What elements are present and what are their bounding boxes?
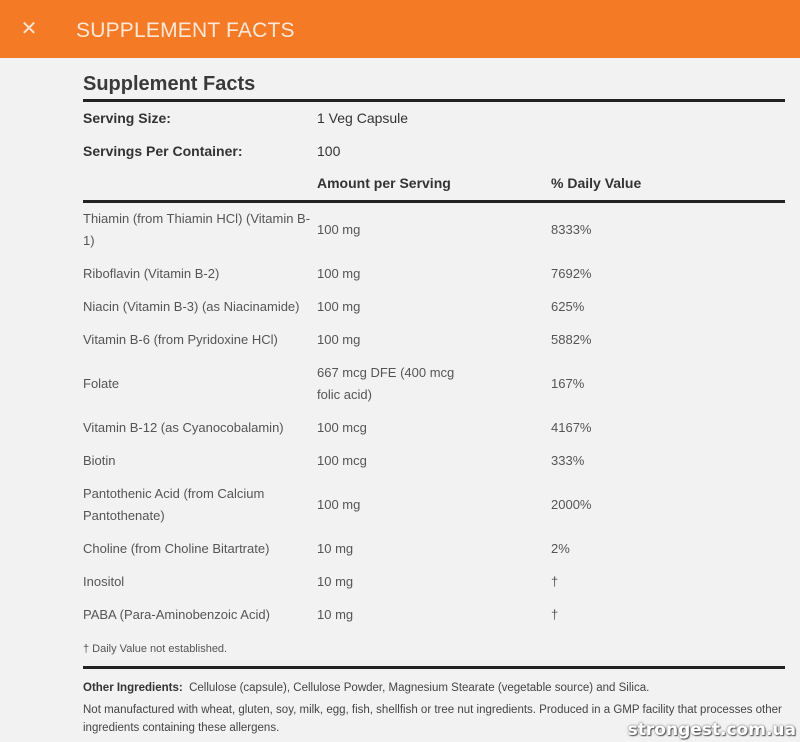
nutrient-dv: 8333% bbox=[551, 222, 592, 237]
other-ingredients-value: Cellulose (capsule), Cellulose Powder, M… bbox=[189, 681, 650, 694]
nutrient-amount: 10 mg bbox=[317, 541, 354, 556]
nutrient-name: PABA (Para-Aminobenzoic Acid) bbox=[83, 607, 270, 622]
table-header: Amount per Serving % Daily Value bbox=[83, 167, 785, 200]
serving-size-row: Serving Size: 1 Veg Capsule bbox=[83, 102, 785, 135]
nutrient-dv: 2% bbox=[551, 541, 570, 556]
facts-heading: Supplement Facts bbox=[83, 73, 256, 95]
table-row: Vitamin B-6 (from Pyridoxine HCl) 100 mg 5… bbox=[83, 324, 785, 357]
nutrient-name: Folate bbox=[83, 376, 120, 391]
nutrient-name: Riboflavin (Vitamin B-2) bbox=[83, 266, 220, 281]
divider bbox=[83, 99, 785, 102]
nutrient-name: Pantothenic Acid (from Calcium Pantothen… bbox=[83, 486, 265, 523]
nutrient-amount: 100 mg bbox=[317, 266, 361, 281]
table-row: Biotin 100 mcg 333% bbox=[83, 445, 785, 478]
servings-label: Servings Per Container: bbox=[83, 142, 243, 159]
table-row: Inositol 10 mg † bbox=[83, 566, 785, 599]
col-amount-header: Amount per Serving bbox=[317, 175, 451, 192]
nutrient-dv: 7692% bbox=[551, 266, 592, 281]
nutrient-dv: 4167% bbox=[551, 420, 592, 435]
nutrient-name: Choline (from Choline Bitartrate) bbox=[83, 541, 270, 556]
modal-header: ✕ SUPPLEMENT FACTS bbox=[0, 0, 800, 58]
table-row: Vitamin B-12 (as Cyanocobalamin) 100 mcg 4… bbox=[83, 412, 785, 445]
nutrient-dv: 2000% bbox=[551, 497, 592, 512]
serving-size-value: 1 Veg Capsule bbox=[317, 110, 409, 127]
table-row: Folate 667 mcg DFE (400 mcg folic acid) 16… bbox=[83, 357, 785, 412]
nutrient-name: Thiamin (from Thiamin HCl) (Vitamin B-1) bbox=[83, 211, 311, 248]
nutrient-dv: 625% bbox=[551, 299, 585, 314]
nutrient-name: Biotin bbox=[83, 453, 116, 468]
nutrient-table: Thiamin (from Thiamin HCl) (Vitamin B-1)… bbox=[83, 203, 785, 632]
table-row: Thiamin (from Thiamin HCl) (Vitamin B-1)… bbox=[83, 203, 785, 258]
divider bbox=[83, 199, 785, 203]
table-row: Niacin (Vitamin B-3) (as Niacinamide) 100… bbox=[83, 291, 785, 324]
nutrient-name: Vitamin B-12 (as Cyanocobalamin) bbox=[83, 420, 284, 435]
other-ingredients-label: Other Ingredients: bbox=[83, 681, 183, 694]
table-row: Riboflavin (Vitamin B-2) 100 mg 7692% bbox=[83, 258, 785, 291]
nutrient-amount: 100 mcg bbox=[317, 453, 367, 468]
nutrient-dv: 167% bbox=[551, 376, 585, 391]
watermark: strongest.com.ua bbox=[627, 720, 796, 740]
nutrient-dv: 333% bbox=[551, 453, 585, 468]
nutrient-name: Inositol bbox=[83, 574, 125, 589]
nutrient-dv: † bbox=[551, 607, 559, 622]
nutrient-amount: 100 mg bbox=[317, 222, 361, 237]
nutrient-amount: 10 mg bbox=[317, 607, 354, 622]
nutrient-amount: 100 mg bbox=[317, 299, 361, 314]
servings-row: Servings Per Container: 100 bbox=[83, 135, 785, 168]
nutrient-amount: 100 mg bbox=[317, 332, 361, 347]
nutrient-amount: 10 mg bbox=[317, 574, 354, 589]
nutrient-amount: 100 mg bbox=[317, 497, 361, 512]
nutrient-dv: † bbox=[551, 574, 559, 589]
serving-size-label: Serving Size: bbox=[83, 110, 171, 127]
nutrient-name: Niacin (Vitamin B-3) (as Niacinamide) bbox=[83, 299, 300, 314]
supplement-facts-panel: Supplement Facts Serving Size: 1 Veg Cap… bbox=[83, 70, 785, 737]
divider bbox=[83, 665, 785, 669]
table-row: Pantothenic Acid (from Calcium Pantothen… bbox=[83, 478, 785, 533]
table-row: Choline (from Choline Bitartrate) 10 mg 2% bbox=[83, 533, 785, 566]
table-row: PABA (Para-Aminobenzoic Acid) 10 mg † bbox=[83, 599, 785, 632]
col-dv-header: % Daily Value bbox=[551, 175, 642, 192]
other-ingredients: Other Ingredients: Cellulose (capsule), … bbox=[83, 679, 785, 697]
nutrient-name: Vitamin B-6 (from Pyridoxine HCl) bbox=[83, 332, 278, 347]
close-icon[interactable]: ✕ bbox=[20, 18, 38, 40]
servings-value: 100 bbox=[317, 142, 341, 159]
nutrient-amount: 667 mcg DFE (400 mcg folic acid) bbox=[317, 365, 455, 402]
footnote: † Daily Value not established. bbox=[83, 642, 228, 655]
modal-title: SUPPLEMENT FACTS bbox=[76, 19, 295, 42]
nutrient-amount: 100 mcg bbox=[317, 420, 367, 435]
allergen-statement: Not manufactured with wheat, gluten, soy… bbox=[83, 703, 782, 734]
nutrient-dv: 5882% bbox=[551, 332, 592, 347]
